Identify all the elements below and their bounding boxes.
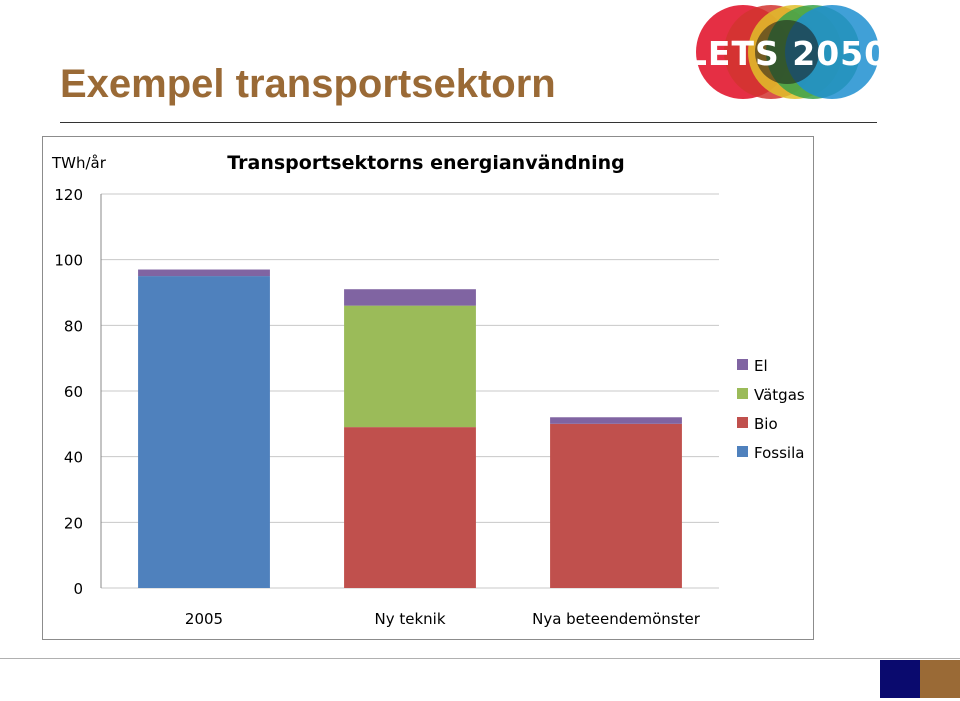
chart-title: Transportsektorns energianvändning — [227, 152, 624, 174]
lets-2050-logo: LETS 2050 — [695, 5, 880, 99]
x-tick-label: Nya beteendemönster — [532, 610, 701, 628]
y-tick-label: 120 — [54, 186, 83, 204]
x-tick-label: 2005 — [185, 610, 223, 628]
legend-swatch — [737, 359, 748, 370]
bar-segment-el — [344, 289, 476, 306]
y-tick-label: 0 — [73, 580, 83, 598]
logo-text: LETS 2050 — [695, 34, 880, 73]
stacked-bar-chart: 0 20 40 60 80 100 120 Transportsektorns energia… — [51, 152, 805, 628]
x-tick-label: Ny teknik — [374, 610, 445, 628]
chart-frame: 0 20 40 60 80 100 120 Transportsektorns energia… — [42, 136, 814, 640]
bar-segment-el — [550, 417, 682, 424]
title-divider — [60, 122, 877, 123]
footer-divider — [0, 658, 960, 659]
legend-swatch — [737, 388, 748, 399]
legend-label: Bio — [754, 415, 778, 433]
y-tick-label: 100 — [54, 252, 83, 270]
y-tick-label: 40 — [64, 449, 83, 467]
legend-swatch — [737, 446, 748, 457]
legend-label: Fossila — [754, 444, 804, 462]
bar-segment-fossila — [138, 276, 270, 588]
legend-label: Vätgas — [754, 386, 805, 404]
footer-block-navy — [880, 660, 920, 698]
bar-segment-bio — [550, 423, 682, 588]
legend-swatch — [737, 417, 748, 428]
bar-segment-el — [138, 269, 270, 277]
bar-segment-bio — [344, 427, 476, 588]
legend-label: El — [754, 357, 768, 375]
bar-segment-vätgas — [344, 305, 476, 428]
y-axis-label: TWh/år — [51, 154, 107, 172]
y-tick-label: 20 — [64, 514, 83, 532]
footer-block-brown — [920, 660, 960, 698]
y-tick-label: 80 — [64, 317, 83, 335]
slide-title: Exempel transportsektorn — [60, 62, 556, 106]
y-tick-label: 60 — [64, 383, 83, 401]
